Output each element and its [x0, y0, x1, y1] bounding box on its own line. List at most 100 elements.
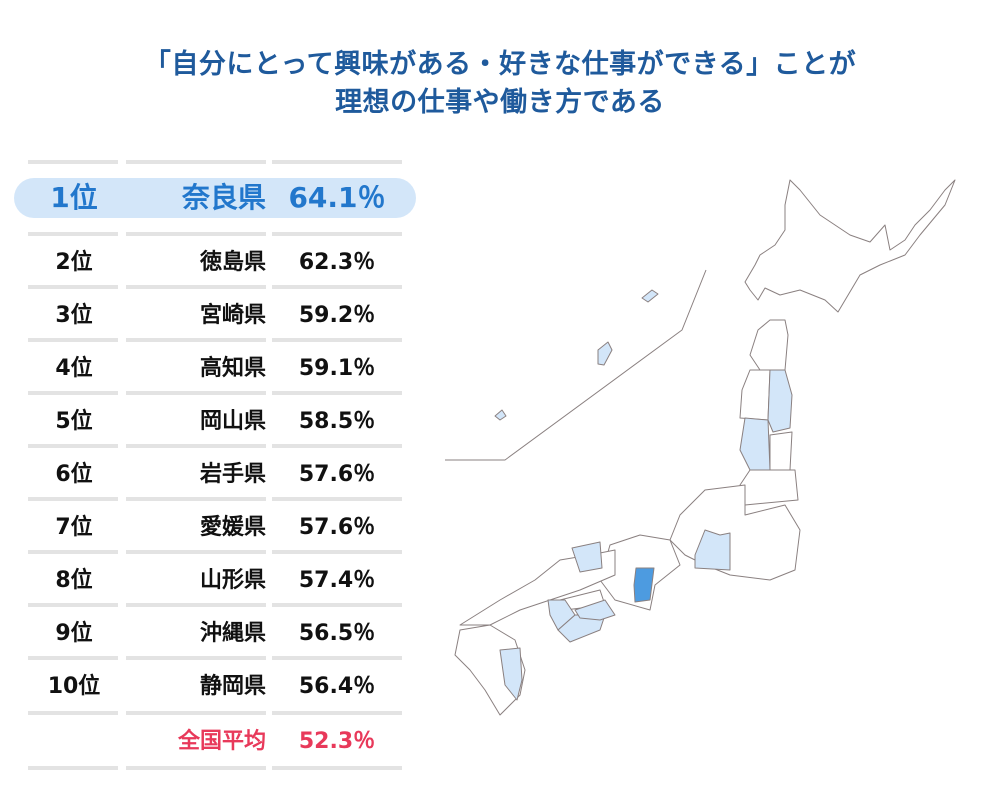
row-divider — [126, 711, 266, 715]
row-divider — [28, 391, 118, 395]
okinawa-northern-islands — [641, 289, 659, 303]
row-divider — [272, 285, 402, 289]
row-divider — [272, 550, 402, 554]
aomori — [749, 319, 789, 371]
row-divider — [126, 338, 266, 342]
row-divider — [126, 497, 266, 501]
okinawa-southern-islands — [494, 409, 507, 421]
ranking-row-6: 6位 岩手県 57.6％ — [0, 449, 430, 501]
row-divider — [126, 285, 266, 289]
ranking-row-10: 10位 静岡県 56.4％ — [0, 661, 430, 713]
rank-label: 9位 — [55, 621, 93, 646]
row-divider — [28, 766, 118, 770]
prefecture-name: 高知県 — [199, 356, 266, 381]
row-divider — [126, 232, 266, 236]
row-divider — [28, 338, 118, 342]
row-divider — [28, 232, 118, 236]
rank-label: 4位 — [55, 356, 93, 381]
row-divider — [272, 232, 402, 236]
row-divider — [272, 766, 402, 770]
prefecture-name: 沖縄県 — [199, 621, 266, 646]
tokushima-highlight — [574, 599, 616, 621]
row-divider — [272, 656, 402, 660]
rank-label: 8位 — [55, 568, 93, 593]
row-divider — [126, 444, 266, 448]
yamagata-highlight — [739, 417, 771, 471]
rank-label: 5位 — [55, 409, 93, 434]
row-divider — [28, 444, 118, 448]
average-label: 全国平均 — [177, 729, 266, 754]
prefecture-name: 静岡県 — [199, 674, 266, 699]
prefecture-name: 徳島県 — [199, 250, 266, 275]
prefecture-name: 宮崎県 — [199, 303, 266, 328]
percentage-value: 56.4％ — [298, 674, 376, 699]
title-line-1: 「自分にとって興味がある・好きな仕事ができる」ことが — [143, 49, 857, 80]
ranking-row-4: 4位 高知県 59.1％ — [0, 343, 430, 395]
okinawa-inset-frame — [445, 269, 707, 461]
hokkaido — [744, 179, 956, 313]
chart-title: 「自分にとって興味がある・好きな仕事ができる」ことが 理想の仕事や働き方である — [0, 46, 1000, 122]
ranking-row-3: 3位 宮崎県 59.2％ — [0, 290, 430, 342]
row-divider — [126, 603, 266, 607]
ranking-row-8: 8位 山形県 57.4％ — [0, 555, 430, 607]
average-value: 52.3％ — [298, 729, 376, 754]
prefecture-name: 山形県 — [199, 568, 266, 593]
iwate-highlight — [767, 369, 793, 433]
chugoku — [459, 549, 616, 626]
row-divider — [272, 497, 402, 501]
percentage-value: 59.1％ — [298, 356, 376, 381]
percentage-value: 57.4％ — [298, 568, 376, 593]
row-divider — [126, 766, 266, 770]
top-rank-highlight — [14, 178, 416, 218]
row-divider — [28, 285, 118, 289]
prefecture-name: 岩手県 — [199, 462, 266, 487]
title-line-2: 理想の仕事や働き方である — [335, 87, 665, 118]
percentage-value: 57.6％ — [298, 515, 376, 540]
percentage-value: 59.2％ — [298, 303, 376, 328]
row-divider — [272, 160, 402, 164]
rank-label: 7位 — [55, 515, 93, 540]
fukushima — [739, 469, 799, 506]
row-divider — [28, 550, 118, 554]
rank-label: 2位 — [55, 250, 93, 275]
rank-label: 6位 — [55, 462, 93, 487]
percentage-value: 58.5％ — [298, 409, 376, 434]
row-divider — [272, 391, 402, 395]
kyushu — [454, 624, 526, 716]
ranking-row-1: 1位 奈良県 64.1％ — [0, 172, 430, 224]
row-divider — [126, 391, 266, 395]
ranking-row-2: 2位 徳島県 62.3％ — [0, 237, 430, 289]
national-average-row: 全国平均 52.3％ — [0, 716, 430, 768]
percentage-value: 62.3％ — [298, 250, 376, 275]
row-divider — [272, 444, 402, 448]
ranking-row-9: 9位 沖縄県 56.5％ — [0, 608, 430, 660]
row-divider — [272, 711, 402, 715]
japan-map — [445, 179, 956, 716]
rank-label: 3位 — [55, 303, 93, 328]
nara-highlight — [633, 567, 655, 603]
row-divider — [272, 338, 402, 342]
row-divider — [28, 497, 118, 501]
row-divider — [28, 711, 118, 715]
row-divider — [126, 656, 266, 660]
percentage-value: 57.6％ — [298, 462, 376, 487]
prefecture-name: 岡山県 — [199, 409, 266, 434]
percentage-value: 56.5％ — [298, 621, 376, 646]
row-divider — [28, 656, 118, 660]
prefecture-name: 奈良県 — [181, 181, 266, 214]
prefecture-name: 愛媛県 — [199, 515, 266, 540]
ranking-table: 1位 奈良県 64.1％ 2位 徳島県 62.3％ 3位 宮崎県 59.2％ 4… — [0, 0, 430, 804]
rank-label: 1位 — [50, 181, 98, 214]
kochi-highlight — [557, 614, 606, 643]
akita — [739, 369, 771, 421]
okinawa-highlight — [597, 341, 613, 366]
row-divider — [272, 603, 402, 607]
okayama-highlight — [571, 541, 603, 573]
miyazaki-highlight — [499, 647, 523, 701]
row-divider — [28, 603, 118, 607]
rank-label: 10位 — [47, 674, 101, 699]
row-divider — [28, 160, 118, 164]
miyagi — [769, 431, 793, 471]
row-divider — [126, 550, 266, 554]
shizuoka-highlight — [694, 529, 731, 571]
